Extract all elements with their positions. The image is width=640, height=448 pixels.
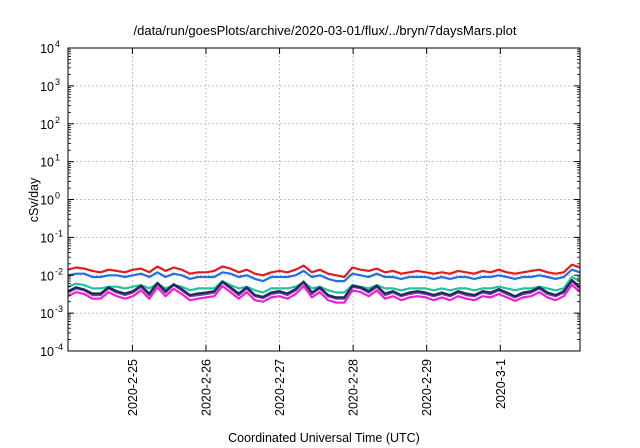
- series-line-3: [67, 275, 581, 294]
- y-tick-label: 10: [40, 269, 54, 283]
- y-tick-label: 10: [40, 231, 54, 245]
- y-tick-exponent: 1: [55, 153, 60, 163]
- chart-title: /data/run/goesPlots/archive/2020-03-01/f…: [134, 23, 517, 38]
- y-tick-label: 10: [40, 307, 54, 321]
- x-tick-label: 2020-3-1: [494, 359, 508, 409]
- y-tick-exponent: 0: [55, 191, 60, 201]
- y-tick-label: 10: [40, 118, 54, 132]
- x-tick-label: 2020-2-25: [126, 359, 140, 416]
- x-axis-label: Coordinated Universal Time (UTC): [228, 431, 420, 445]
- y-tick-label: 10: [40, 345, 54, 359]
- y-tick-exponent: -4: [55, 342, 63, 352]
- y-tick-exponent: 4: [55, 39, 60, 49]
- grid-lines: [68, 48, 580, 351]
- axis-ticks: [68, 47, 580, 352]
- series-line-1: [67, 263, 581, 279]
- series-line-5: [67, 278, 581, 299]
- y-tick-exponent: 2: [55, 115, 60, 125]
- x-tick-label: 2020-2-27: [273, 359, 287, 416]
- y-tick-label: 10: [40, 80, 54, 94]
- data-series: [67, 263, 581, 304]
- y-tick-label: 10: [40, 42, 54, 56]
- x-tick-label: 2020-2-28: [347, 359, 361, 416]
- y-tick-label: 10: [40, 156, 54, 170]
- series-line-2: [67, 268, 581, 283]
- x-tick-label: 2020-2-29: [420, 359, 434, 416]
- y-tick-exponent: -3: [55, 304, 63, 314]
- x-tick-label: 2020-2-26: [199, 359, 213, 416]
- y-tick-label: 10: [40, 194, 54, 208]
- series-line-6: [67, 283, 581, 304]
- y-tick-exponent: 3: [55, 77, 60, 87]
- x-tick-labels: 2020-2-25 2020-2-26 2020-2-27 2020-2-28 2020…: [126, 359, 508, 416]
- y-axis-label: cSv/day: [27, 177, 41, 222]
- y-tick-exponent: -2: [55, 266, 63, 276]
- y-tick-exponent: -1: [55, 228, 63, 238]
